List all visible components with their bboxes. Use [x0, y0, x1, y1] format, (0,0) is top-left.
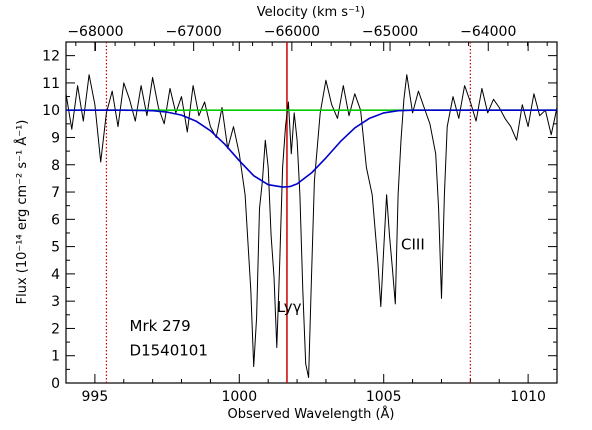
x2-tick-label: −66000 — [264, 24, 320, 40]
annotation-object: Mrk 279 — [130, 317, 191, 335]
y-tick-label: 9 — [51, 130, 60, 146]
x2-tick-label: −65000 — [362, 24, 418, 40]
tick-labels: 995 1000 1005 1010−68000 −67000 −66000 −65000−… — [42, 24, 546, 405]
annotations: Lyγ CIII Mrk 279 D1540101 — [130, 235, 425, 359]
annotation-ciii: CIII — [401, 235, 425, 253]
y-tick-label: 2 — [51, 321, 60, 337]
x-tick-label: 1000 — [221, 389, 257, 405]
y-tick-label: 12 — [42, 49, 60, 65]
x2-tick-label: −64000 — [460, 24, 516, 40]
spectrum-line — [65, 74, 558, 378]
axis-ticks — [65, 42, 558, 384]
y-tick-label: 8 — [51, 158, 60, 174]
y-tick-label: 0 — [51, 376, 60, 392]
x-tick-label: 1005 — [366, 389, 402, 405]
x-tick-label: 995 — [82, 389, 109, 405]
model-fit-line — [66, 109, 557, 188]
annotation-dataset: D1540101 — [130, 342, 208, 360]
x-axis-label: Observed Wavelength (Å) — [228, 406, 395, 422]
velocity-markers — [105, 42, 471, 383]
y-tick-label: 1 — [51, 349, 60, 365]
x2-tick-label: −67000 — [166, 24, 222, 40]
y-tick-label: 11 — [42, 76, 60, 92]
x2-axis-label: Velocity (km s⁻¹) — [257, 5, 365, 20]
y-tick-label: 10 — [42, 103, 60, 119]
x-tick-label: 1010 — [510, 389, 546, 405]
y-axis-label: Flux (10⁻¹⁴ erg cm⁻² s⁻¹ Å⁻¹) — [14, 120, 30, 305]
y-tick-label: 4 — [51, 267, 60, 283]
y-tick-label: 5 — [51, 240, 60, 256]
series-layer — [65, 74, 558, 378]
annotation-lygamma: Lyγ — [277, 298, 302, 316]
y-tick-label: 6 — [51, 212, 60, 228]
x2-tick-label: −68000 — [67, 24, 123, 40]
y-tick-label: 7 — [51, 185, 60, 201]
y-tick-label: 3 — [51, 294, 60, 310]
